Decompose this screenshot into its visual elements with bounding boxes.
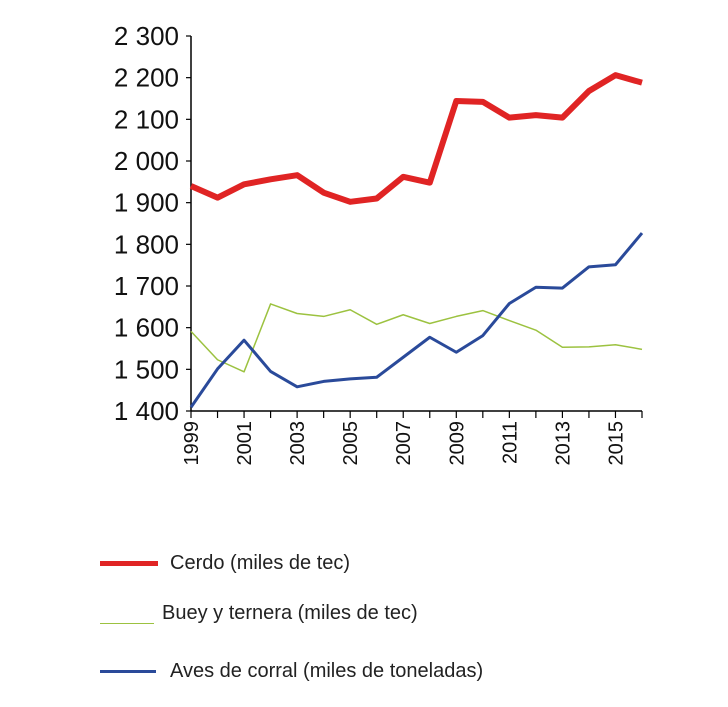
y-tick-label: 1 900	[114, 188, 179, 218]
x-tick-label: 2001	[234, 421, 256, 466]
legend-swatch-cerdo	[100, 561, 158, 566]
y-tick-label: 2 200	[114, 63, 179, 93]
x-tick-label: 2003	[287, 421, 309, 466]
legend-item-buey: Buey y ternera (miles de tec)	[100, 602, 418, 625]
y-tick-label: 1 400	[114, 396, 179, 426]
x-tick-label: 2005	[340, 421, 362, 466]
x-tick-label: 2015	[605, 421, 627, 466]
legend-item-aves: Aves de corral (miles de toneladas)	[100, 660, 483, 683]
legend-item-cerdo: Cerdo (miles de tec)	[100, 552, 350, 575]
y-tick-label: 1 600	[114, 313, 179, 343]
legend-label-aves: Aves de corral (miles de toneladas)	[170, 660, 484, 682]
y-tick-label: 1 500	[114, 354, 179, 384]
y-tick-label: 1 800	[114, 229, 179, 259]
y-tick-label: 1 700	[114, 271, 179, 301]
x-tick-label: 2013	[552, 421, 574, 466]
y-tick-label: 2 000	[114, 146, 179, 176]
series-line-2	[189, 232, 644, 409]
legend-swatch-buey	[100, 622, 154, 625]
x-tick-label: 1999	[181, 421, 203, 466]
y-tick-label: 2 100	[114, 104, 179, 134]
y-tick-label: 2 300	[114, 21, 179, 51]
x-tick-label: 2009	[446, 421, 468, 466]
series-line-0	[189, 72, 643, 205]
x-tick-label: 2007	[393, 421, 415, 466]
legend-swatch-aves	[100, 670, 156, 673]
legend-label-cerdo: Cerdo (miles de tec)	[170, 552, 351, 574]
legend-label-buey: Buey y ternera (miles de tec)	[162, 602, 418, 624]
series-line-1	[190, 303, 643, 373]
x-tick-label: 2011	[499, 421, 521, 464]
